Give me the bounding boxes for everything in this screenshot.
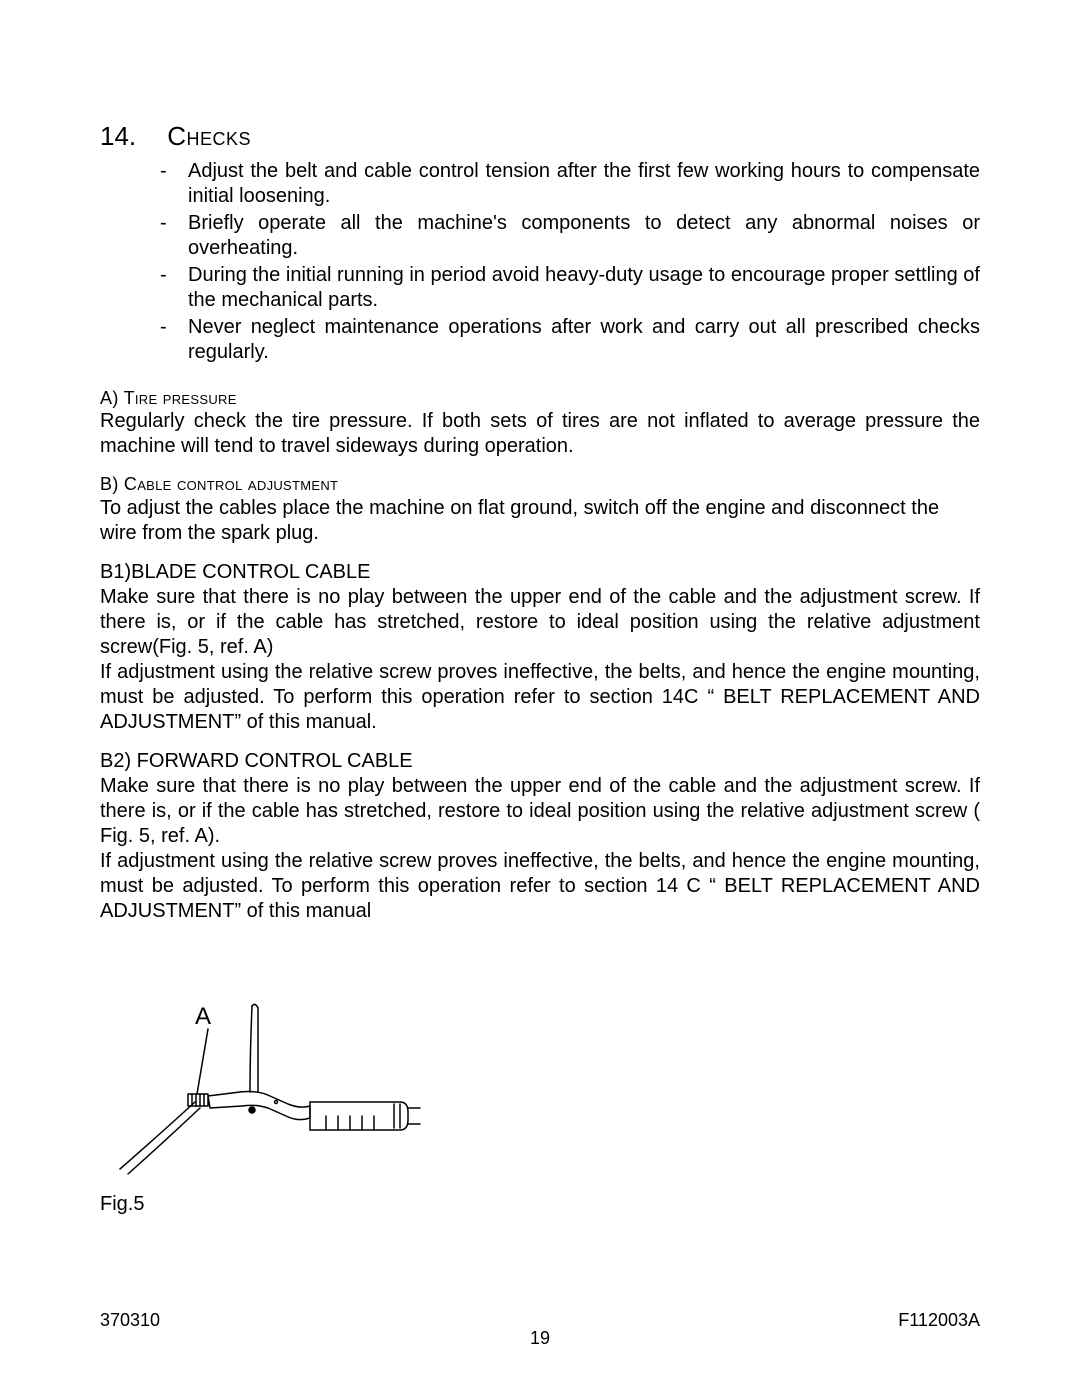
- figure-5: A Fig.5: [100, 984, 980, 1217]
- section-heading: Checks: [167, 121, 251, 151]
- sub-a-rest: ) Tire pressure: [112, 388, 236, 408]
- figure-label-a: A: [195, 1003, 211, 1030]
- figure-5-drawing: A: [100, 984, 430, 1184]
- sub-b-rest: ) Cable control adjustment: [112, 474, 338, 494]
- sub-b-prefix: B: [100, 474, 112, 494]
- checks-bullet-list: Adjust the belt and cable control tensio…: [100, 159, 980, 365]
- page-footer: 370310 F112003A 19: [100, 1309, 980, 1350]
- list-item: Adjust the belt and cable control tensio…: [160, 159, 980, 209]
- section-title: 14. Checks: [100, 120, 980, 153]
- figure-caption: Fig.5: [100, 1192, 980, 1217]
- b2-heading: B2) FORWARD CONTROL CABLE: [100, 749, 980, 774]
- sub-b-heading: B) Cable control adjustment: [100, 473, 980, 496]
- b1-para2: If adjustment using the relative screw p…: [100, 660, 980, 735]
- b1-para1: Make sure that there is no play between …: [100, 585, 980, 660]
- page: 14. Checks Adjust the belt and cable con…: [0, 0, 1080, 1397]
- list-item: Never neglect maintenance operations aft…: [160, 315, 980, 365]
- sub-a-body: Regularly check the tire pressure. If bo…: [100, 409, 980, 459]
- sub-a-prefix: A: [100, 388, 112, 408]
- section-number: 14.: [100, 120, 160, 153]
- b2-para2: If adjustment using the relative screw p…: [100, 849, 980, 924]
- b1-heading: B1)BLADE CONTROL CABLE: [100, 560, 980, 585]
- footer-right: F112003A: [898, 1309, 980, 1332]
- list-item: During the initial running in period avo…: [160, 263, 980, 313]
- sub-a-heading: A) Tire pressure: [100, 387, 980, 410]
- footer-page-number: 19: [100, 1327, 980, 1350]
- footer-left: 370310: [100, 1309, 160, 1332]
- sub-b-body: To adjust the cables place the machine o…: [100, 496, 980, 546]
- b2-para1: Make sure that there is no play between …: [100, 774, 980, 849]
- list-item: Briefly operate all the machine's compon…: [160, 211, 980, 261]
